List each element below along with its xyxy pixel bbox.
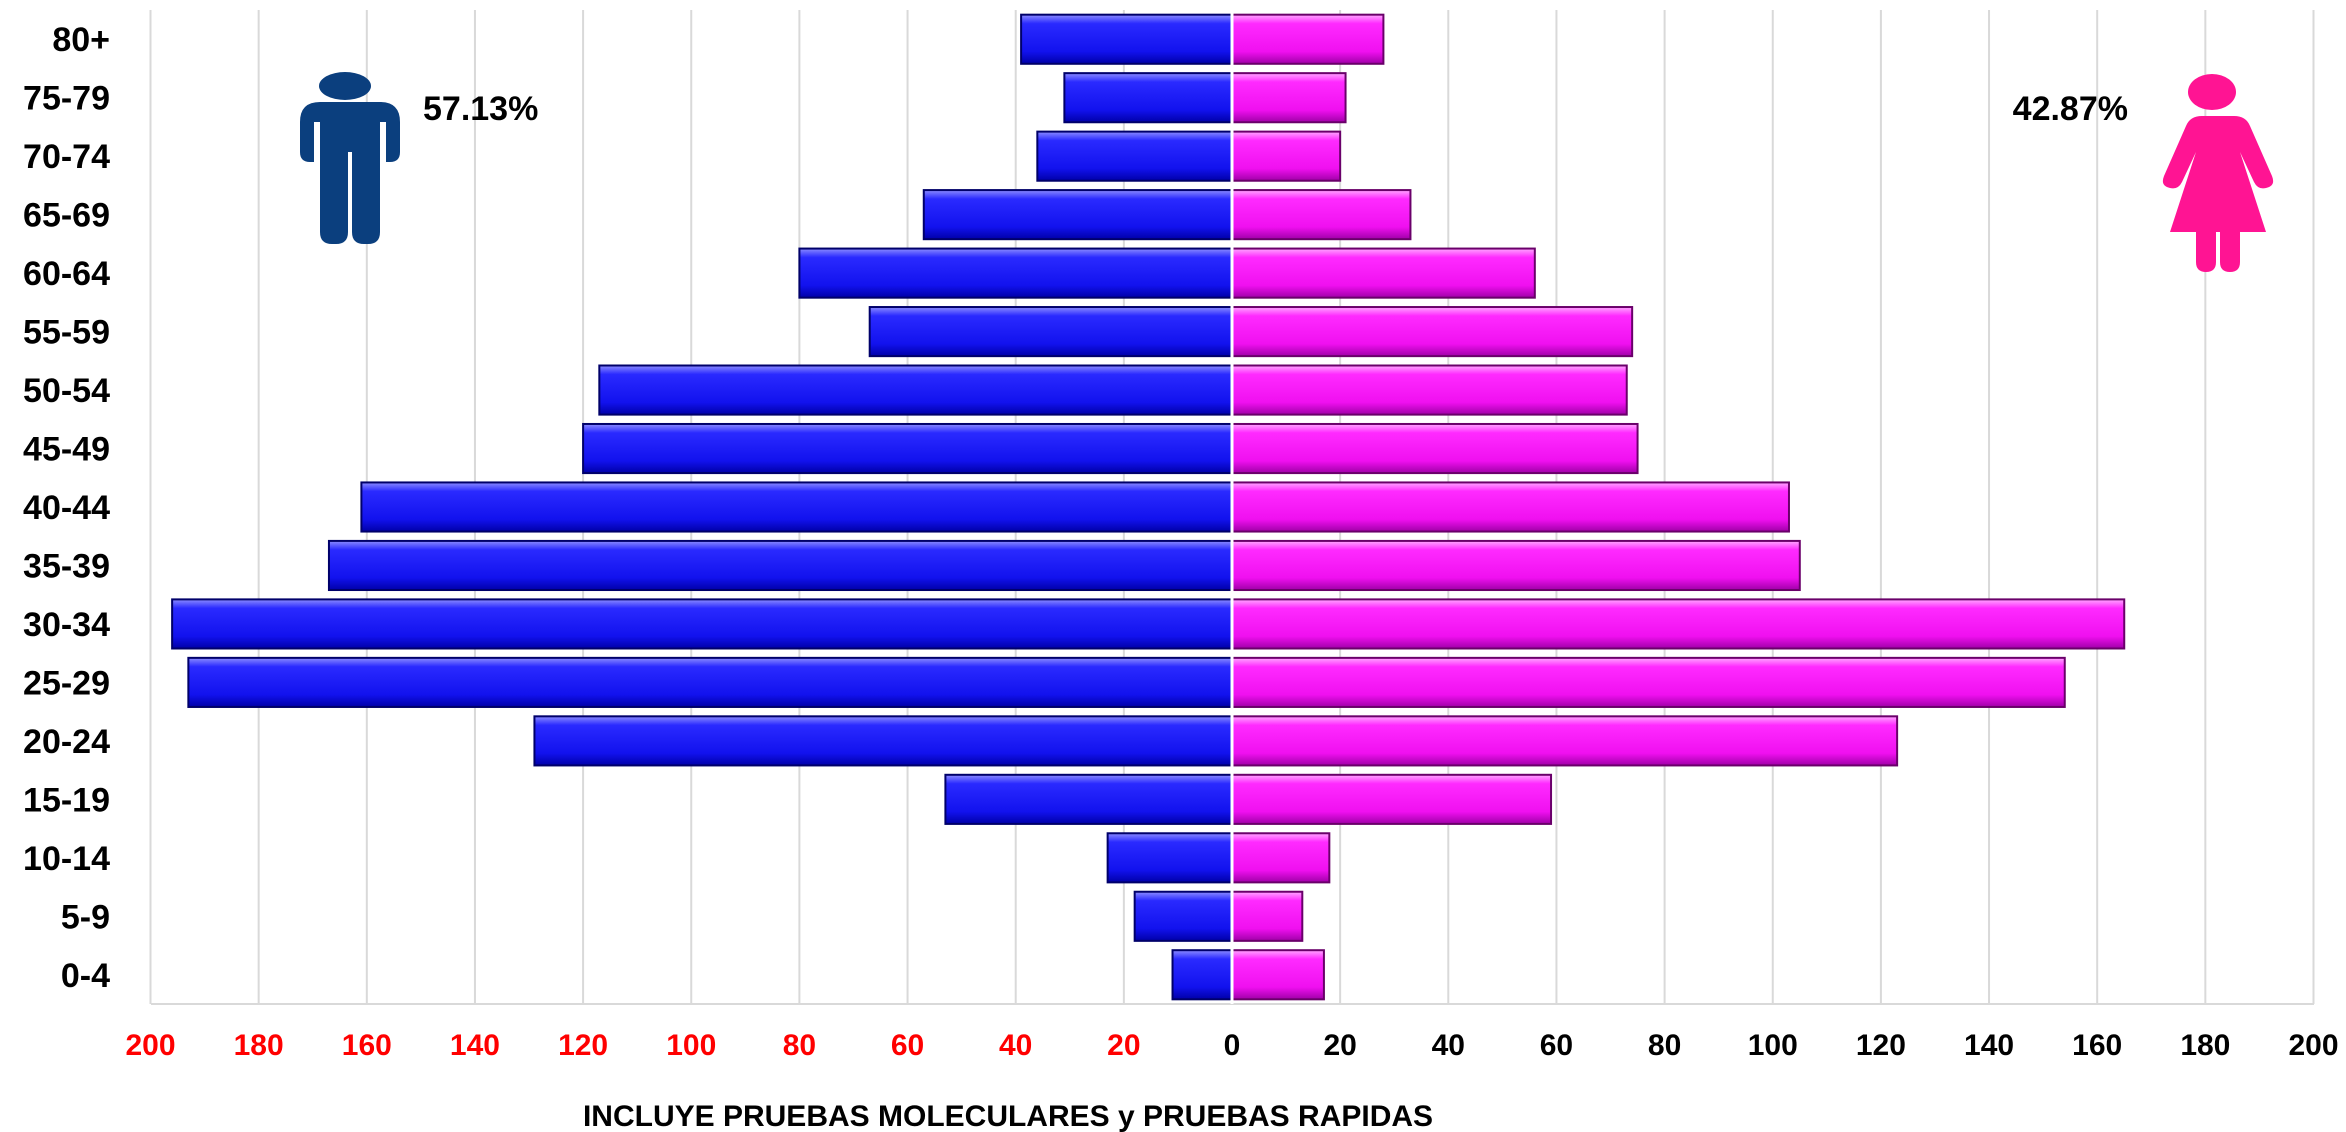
bar-male-80+ (1020, 13, 1233, 65)
bar-female-50-54 (1231, 364, 1628, 416)
x-tick-label-right: 60 (1540, 1029, 1573, 1062)
x-tick-label-right: 0 (1224, 1029, 1241, 1062)
x-tick-label-left: 200 (125, 1029, 175, 1062)
category-label: 55-59 (23, 314, 110, 352)
category-label: 65-69 (23, 197, 110, 235)
bar-male-50-54 (598, 364, 1233, 416)
category-label: 75-79 (23, 80, 110, 118)
bar-male-20-24 (533, 715, 1233, 767)
category-label: 25-29 (23, 664, 110, 702)
x-tick-label-right: 20 (1323, 1029, 1356, 1062)
x-tick-label-right: 120 (1856, 1029, 1906, 1062)
category-label: 30-34 (23, 606, 110, 644)
bar-male-65-69 (922, 189, 1234, 241)
category-label: 50-54 (23, 372, 110, 410)
category-label: 20-24 (23, 723, 110, 761)
category-label: 15-19 (23, 781, 110, 819)
category-labels: 80+ 75-79 70-74 65-69 60-64 55-59 50-54 45-49 40… (23, 21, 110, 995)
bar-female-10-14 (1231, 832, 1331, 884)
bar-female-20-24 (1231, 715, 1899, 767)
category-label: 35-39 (23, 547, 110, 585)
x-tick-label-right: 200 (2288, 1029, 2338, 1062)
bar-male-35-39 (327, 539, 1233, 592)
category-label: 10-14 (23, 840, 110, 878)
x-tick-label-left: 80 (783, 1029, 816, 1062)
x-axis-label: INCLUYE PRUEBAS MOLECULARES y PRUEBAS RA… (583, 1100, 1433, 1132)
x-tick-label-right: 40 (1432, 1029, 1465, 1062)
category-label: 70-74 (23, 138, 110, 176)
x-tick-label-left: 100 (666, 1029, 716, 1062)
male-person-icon (300, 72, 400, 244)
x-tick-label-right: 140 (1964, 1029, 2014, 1062)
bar-female-40-44 (1231, 481, 1790, 533)
bar-female-35-39 (1231, 539, 1801, 592)
x-tick-label-left: 120 (558, 1029, 608, 1062)
x-tick-label-left: 60 (891, 1029, 924, 1062)
bar-male-10-14 (1106, 832, 1233, 884)
x-tick-label-left: 20 (1107, 1029, 1140, 1062)
category-label: 60-64 (23, 255, 110, 293)
x-tick-labels: 200 180 160 140 120 100 80 60 40 20 0 20 40 60 80 100 12… (125, 1029, 2338, 1062)
bar-male-40-44 (360, 481, 1233, 533)
x-tick-label-right: 80 (1648, 1029, 1681, 1062)
x-tick-label-left: 140 (450, 1029, 500, 1062)
bar-female-45-49 (1231, 422, 1639, 475)
x-tick-label-right: 180 (2180, 1029, 2230, 1062)
x-tick-label-left: 160 (342, 1029, 392, 1062)
bar-female-25-29 (1231, 656, 2066, 708)
x-tick-label-left: 40 (999, 1029, 1032, 1062)
bar-male-45-49 (582, 422, 1233, 475)
bar-male-5-9 (1133, 890, 1234, 942)
bar-male-30-34 (171, 598, 1233, 650)
category-label: 45-49 (23, 431, 110, 469)
bar-male-25-29 (187, 656, 1233, 708)
bar-female-75-79 (1231, 72, 1347, 124)
category-label: 80+ (52, 21, 110, 59)
bar-male-55-59 (868, 306, 1233, 358)
category-label: 0-4 (61, 957, 110, 995)
bar-male-60-64 (798, 247, 1234, 299)
bars-group (171, 10, 2126, 1004)
bar-female-30-34 (1231, 598, 2126, 650)
x-tick-label-right: 100 (1748, 1029, 1798, 1062)
bar-female-60-64 (1231, 247, 1536, 299)
category-label: 5-9 (61, 898, 110, 936)
bar-female-65-69 (1231, 189, 1412, 241)
bar-female-70-74 (1231, 130, 1342, 182)
bar-female-80+ (1231, 13, 1385, 65)
x-tick-label-right: 160 (2072, 1029, 2122, 1062)
bar-female-55-59 (1231, 306, 1634, 358)
x-tick-label-left: 180 (234, 1029, 284, 1062)
bar-female-0-4 (1231, 949, 1325, 1001)
bar-female-5-9 (1231, 890, 1304, 942)
bar-female-15-19 (1231, 773, 1553, 825)
male-percent: 57.13% (423, 90, 538, 128)
bar-male-15-19 (944, 773, 1234, 825)
bar-male-0-4 (1171, 949, 1233, 1001)
female-percent: 42.87% (2013, 90, 2128, 128)
bar-male-70-74 (1036, 130, 1233, 182)
bar-male-75-79 (1063, 72, 1234, 124)
female-person-icon (2162, 74, 2274, 272)
category-label: 40-44 (23, 489, 110, 527)
